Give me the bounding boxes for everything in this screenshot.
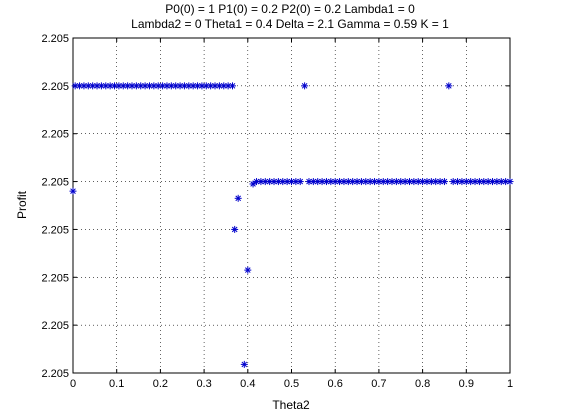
data-point — [322, 178, 330, 186]
data-point — [331, 178, 339, 186]
data-point — [366, 178, 374, 186]
data-point — [249, 180, 257, 188]
chart-title-line-1: P0(0) = 1 P1(0) = 0.2 P2(0) = 0.2 Lambda… — [165, 2, 415, 16]
x-tick-label: 0.7 — [371, 378, 386, 390]
data-point — [141, 82, 149, 90]
data-point — [69, 187, 77, 195]
data-point — [414, 178, 422, 186]
x-tick-label: 0.9 — [459, 378, 474, 390]
x-tick-label: 0.3 — [196, 378, 211, 390]
chart-title-line-2: Lambda2 = 0 Theta1 = 0.4 Delta = 2.1 Gam… — [131, 17, 449, 31]
data-point — [194, 82, 202, 90]
data-point — [449, 178, 457, 186]
data-point — [167, 82, 175, 90]
y-tick-label: 2.205 — [41, 33, 69, 45]
data-point — [231, 225, 239, 233]
data-point — [506, 178, 514, 186]
y-tick-label: 2.205 — [41, 320, 69, 332]
data-point — [93, 82, 101, 90]
data-point — [445, 82, 453, 90]
data-point — [80, 82, 88, 90]
data-point — [234, 194, 242, 202]
x-tick-label: 0.1 — [109, 378, 124, 390]
data-point — [240, 360, 248, 368]
data-point — [296, 178, 304, 186]
data-point — [229, 82, 237, 90]
x-tick-label: 0.4 — [240, 378, 255, 390]
data-point — [458, 178, 466, 186]
data-point — [301, 82, 309, 90]
x-tick-label: 0.8 — [415, 378, 430, 390]
x-axis-label: Theta2 — [272, 398, 310, 412]
data-point — [314, 178, 322, 186]
y-tick-label: 2.205 — [41, 129, 69, 141]
tick-marks — [72, 37, 511, 374]
y-axis-label: Profit — [15, 190, 29, 219]
data-point — [392, 178, 400, 186]
y-tick-label: 2.205 — [41, 368, 69, 380]
data-point — [224, 82, 232, 90]
data-point — [261, 178, 269, 186]
data-point — [244, 266, 252, 274]
y-tick-label: 2.205 — [41, 177, 69, 189]
data-point — [489, 178, 497, 186]
y-tick-label: 2.205 — [41, 224, 69, 236]
data-point — [475, 178, 483, 186]
y-tick-label: 2.205 — [41, 81, 69, 93]
data-point — [344, 178, 352, 186]
data-point — [357, 178, 365, 186]
data-markers — [69, 82, 514, 368]
x-tick-label: 0.6 — [328, 378, 343, 390]
data-point — [440, 178, 448, 186]
data-point — [384, 178, 392, 186]
data-point — [215, 82, 223, 90]
data-point — [163, 82, 171, 90]
x-tick-label: 1 — [507, 378, 513, 390]
data-point — [397, 178, 405, 186]
plot-area — [72, 37, 511, 374]
data-point — [454, 178, 462, 186]
x-tick-label: 0 — [70, 378, 76, 390]
y-tick-label: 2.205 — [41, 272, 69, 284]
y-tick-labels: 2.205 2.205 2.205 2.205 2.205 2.205 2.205 2.205 — [41, 33, 69, 380]
data-point — [159, 82, 167, 90]
x-tick-label: 0.5 — [284, 378, 299, 390]
x-tick-label: 0.2 — [153, 378, 168, 390]
data-point — [471, 178, 479, 186]
x-tick-labels: 0 0.1 0.2 0.3 0.4 0.5 0.6 0.7 0.8 0.9 1 — [70, 378, 513, 390]
